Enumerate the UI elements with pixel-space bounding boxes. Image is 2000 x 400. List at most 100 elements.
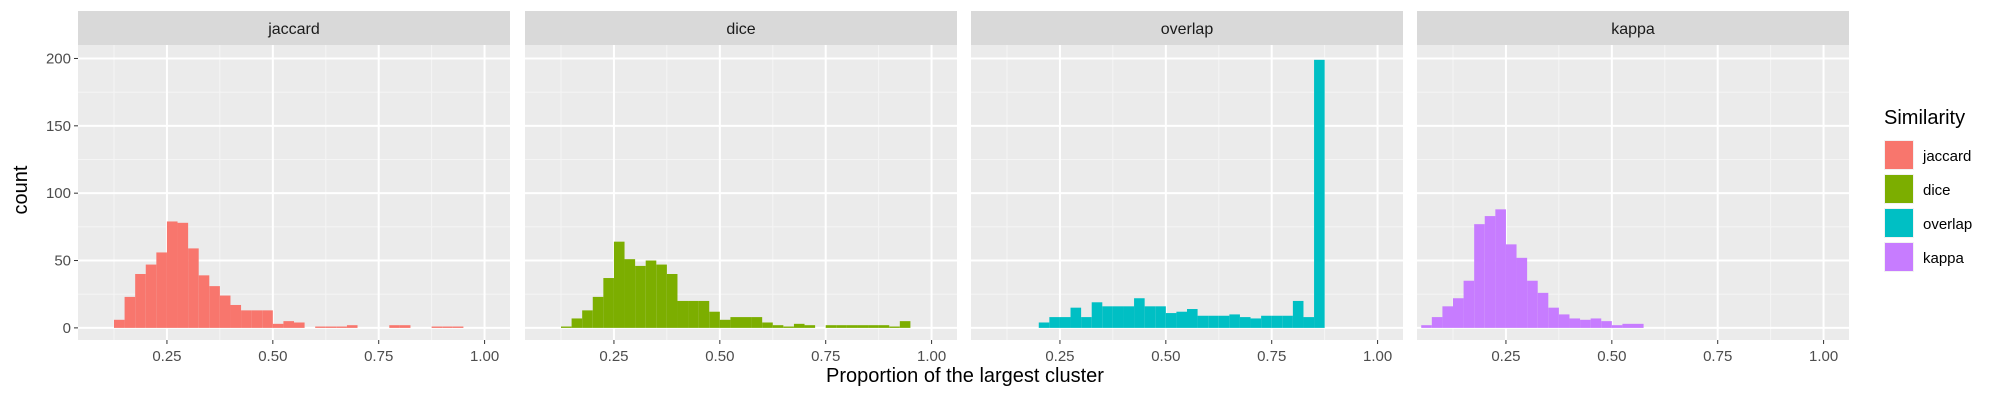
histogram-bar xyxy=(836,325,847,328)
facet-strip xyxy=(1417,11,1849,45)
histogram-bar xyxy=(145,264,157,328)
histogram-bar xyxy=(431,326,443,328)
histogram-bar xyxy=(389,325,400,328)
x-tick-label: 1.00 xyxy=(1809,348,1838,365)
histogram-bar xyxy=(1314,59,1325,328)
y-tick-label: 200 xyxy=(46,50,71,67)
histogram-bar xyxy=(1442,306,1453,328)
histogram-bar xyxy=(719,319,731,328)
histogram-bar xyxy=(751,317,763,328)
histogram-bar xyxy=(251,310,263,328)
histogram-bar xyxy=(1059,317,1071,328)
histogram-bar xyxy=(1261,315,1272,328)
histogram-bar xyxy=(1505,244,1517,328)
legend-item-overlap: overlap xyxy=(1884,208,1972,238)
x-tick-label: 1.00 xyxy=(917,348,946,365)
legend-swatch xyxy=(1885,141,1913,169)
histogram-bar xyxy=(325,326,337,328)
histogram-bar xyxy=(1569,318,1581,328)
histogram-bar xyxy=(1271,315,1283,328)
histogram-bar xyxy=(135,273,146,328)
histogram-bar xyxy=(613,241,625,328)
histogram-bar xyxy=(1548,307,1559,328)
histogram-bar xyxy=(1633,323,1644,328)
histogram-bar xyxy=(1134,298,1145,328)
histogram-bar xyxy=(772,325,784,328)
histogram-bar xyxy=(857,325,869,328)
histogram-bar xyxy=(1622,323,1633,328)
histogram-bar xyxy=(336,326,347,328)
histogram-bar xyxy=(1102,306,1113,328)
histogram-bar xyxy=(1431,317,1443,328)
legend-label: kappa xyxy=(1923,250,1965,267)
legend-swatch xyxy=(1885,209,1913,237)
histogram-bar xyxy=(262,310,273,328)
histogram-bar xyxy=(889,326,900,328)
histogram-bar xyxy=(783,326,794,328)
x-tick-label: 1.00 xyxy=(470,348,499,365)
histogram-bar xyxy=(1516,257,1528,328)
histogram-bar xyxy=(294,322,305,328)
histogram-bar xyxy=(709,311,720,328)
panel-jaccard: jaccard 0.25 0.50 0.75 1.00 xyxy=(78,11,510,365)
histogram-bar xyxy=(272,323,284,328)
x-tick-label: 0.50 xyxy=(258,348,287,365)
histogram-bar xyxy=(1208,315,1219,328)
histogram-bar xyxy=(1144,306,1156,328)
histogram-bar xyxy=(1091,302,1103,328)
histogram-bar xyxy=(114,319,125,328)
histogram-bar xyxy=(1197,315,1209,328)
y-tick-label: 150 xyxy=(46,118,71,135)
histogram-bar xyxy=(730,317,741,328)
histogram-bar xyxy=(219,295,231,328)
histogram-bar xyxy=(1250,318,1262,328)
panel-overlap: overlap 0.25 0.50 0.75 1.00 xyxy=(971,11,1403,365)
histogram-bar xyxy=(1580,319,1591,328)
histogram-bar xyxy=(452,326,464,328)
legend-label: jaccard xyxy=(1922,148,1971,165)
histogram-bar xyxy=(624,259,636,328)
legend-label: overlap xyxy=(1923,216,1972,233)
histogram-bar xyxy=(656,264,667,328)
facet-strip xyxy=(525,11,957,45)
legend-label: dice xyxy=(1923,182,1951,199)
panels: jaccard 0.25 0.50 0.75 1.00 dice 0.25 0.50 0.75 1… xyxy=(78,11,1849,365)
histogram-bar xyxy=(793,323,805,328)
histogram-bar xyxy=(1527,280,1538,328)
histogram-bar xyxy=(899,321,911,328)
histogram-bar xyxy=(571,318,583,328)
histogram-bar xyxy=(561,326,572,328)
x-axis-title: Proportion of the largest cluster xyxy=(826,365,1104,387)
histogram-bar xyxy=(645,260,657,328)
facet-strip-label: jaccard xyxy=(267,21,320,38)
histogram-bar xyxy=(635,265,646,328)
histogram-bar xyxy=(1187,309,1198,328)
histogram-bar xyxy=(1049,317,1060,328)
histogram-bar xyxy=(741,317,752,328)
legend-title: Similarity xyxy=(1884,107,1965,129)
legend-item-jaccard: jaccard xyxy=(1884,140,1971,170)
histogram-bar xyxy=(1590,318,1602,328)
histogram-bar xyxy=(1081,317,1092,328)
histogram-bar xyxy=(283,321,294,328)
histogram-bar xyxy=(846,325,858,328)
x-tick-label: 0.50 xyxy=(705,348,734,365)
histogram-bar xyxy=(1070,307,1082,328)
histogram-bar xyxy=(1611,325,1623,328)
legend-item-kappa: kappa xyxy=(1884,242,1965,272)
histogram-bar xyxy=(156,252,167,328)
histogram-bar xyxy=(1558,314,1570,328)
facet-strip-label: dice xyxy=(726,21,755,38)
x-tick-label: 1.00 xyxy=(1363,348,1392,365)
x-tick-label: 0.75 xyxy=(364,348,393,365)
histogram-bar xyxy=(1282,315,1293,328)
y-axis-title: count xyxy=(10,165,32,214)
histogram-bar xyxy=(188,248,199,328)
histogram-bar xyxy=(698,300,710,328)
histogram-bar xyxy=(1123,306,1135,328)
histogram-bar xyxy=(762,322,773,328)
histogram-bar xyxy=(1292,300,1304,328)
histogram-bar xyxy=(1239,317,1251,328)
x-tick-label: 0.75 xyxy=(811,348,840,365)
